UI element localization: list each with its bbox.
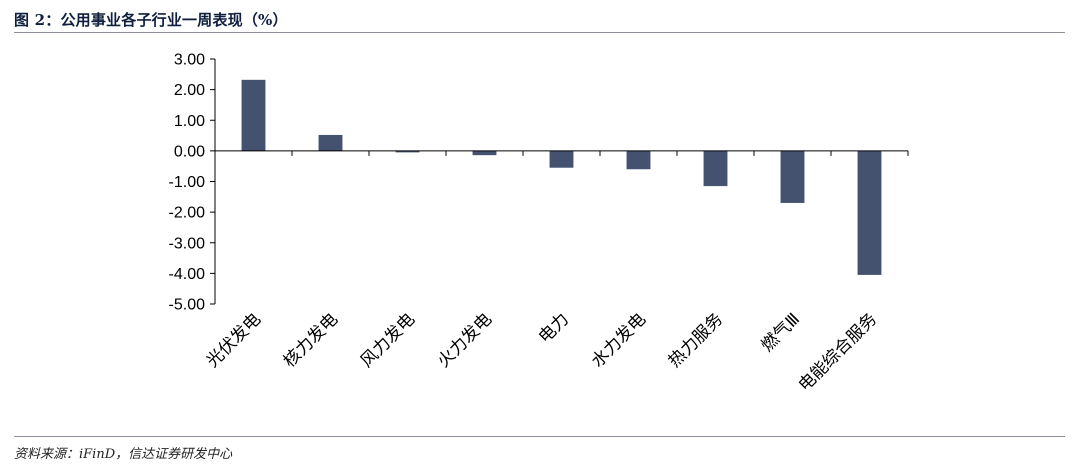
x-category-label: 电能综合服务 [795,309,881,395]
bottom-rule [14,436,1065,437]
x-category-label: 热力服务 [665,309,727,371]
bar-5 [549,150,574,168]
x-category-label: 水力发电 [588,309,650,371]
bar-8 [780,150,805,203]
bar-1 [241,79,266,151]
y-tick-label: -5.00 [169,297,206,314]
bar-4 [472,150,497,156]
y-tick-label: -1.00 [169,174,206,191]
x-category-label: 火力发电 [434,309,496,371]
bar-chart: 3.00 2.00 1.00 0.00 -1.00 -2.00 -3.00 -4.00 -5.0… [169,52,909,396]
x-category-label: 核力发电 [280,309,342,371]
y-tick-label: -2.00 [169,205,206,222]
y-tick-label: -3.00 [169,235,206,252]
bar-9 [857,150,882,275]
bar-6 [626,150,651,170]
bar-3 [395,150,420,153]
y-tick-label: 3.00 [174,52,205,69]
x-category-label: 燃气Ⅲ [758,309,804,355]
x-category-label: 电力 [535,309,573,347]
source-note: 资料来源：iFinD，信达证券研发中心 [14,447,233,462]
y-tick-label: 1.00 [174,113,205,130]
y-tick-label: 2.00 [174,82,205,99]
x-category-label: 风力发电 [357,309,419,371]
x-category-label: 光伏发电 [203,309,265,371]
y-axis: 3.00 2.00 1.00 0.00 -1.00 -2.00 -3.00 -4.00 -5.0… [169,52,216,314]
bars [241,79,882,275]
bar-7 [703,150,728,187]
figure-title: 图 2：公用事业各子行业一周表现（%） [14,11,288,29]
y-tick-label: -4.00 [169,266,206,283]
x-axis [215,150,909,156]
y-tick-label: 0.00 [174,143,205,160]
top-rule [14,32,1065,33]
bar-2 [318,134,343,151]
